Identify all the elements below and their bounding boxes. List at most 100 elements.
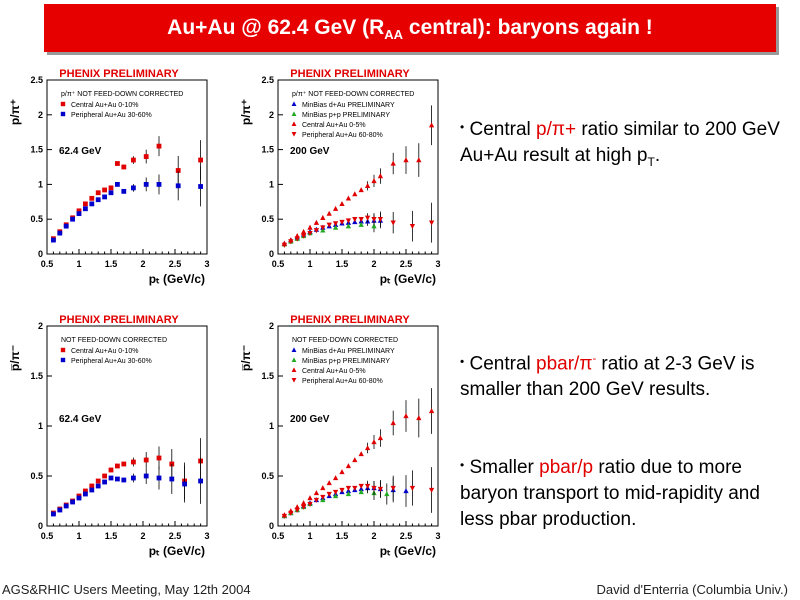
- data-point: [57, 507, 63, 513]
- data-point: [108, 467, 114, 473]
- data-point: [115, 161, 120, 166]
- data-point: [95, 190, 101, 196]
- bullet-2: • Central pbar/π- ratio at 2-3 GeV is sm…: [460, 346, 790, 403]
- data-point: [390, 420, 396, 426]
- data-point: [89, 201, 95, 207]
- data-point: [358, 217, 364, 223]
- data-point: [307, 224, 313, 230]
- data-point: [345, 485, 352, 491]
- bullet-dot: •: [460, 354, 465, 369]
- bullet-1-post: ratio similar to 200 GeV Au+Au result at…: [460, 119, 780, 166]
- data-point: [108, 475, 114, 481]
- data-point: [345, 463, 352, 469]
- y-tick-label: 2: [38, 321, 43, 331]
- feed-down-note: p/π⁺ NOT FEED-DOWN CORRECTED: [61, 91, 183, 98]
- legend-marker: [291, 347, 297, 352]
- data-point: [307, 230, 313, 236]
- legend-marker: [60, 357, 66, 363]
- data-point: [352, 485, 358, 491]
- data-point: [198, 478, 203, 484]
- data-point: [332, 475, 339, 481]
- plot-frame: [46, 79, 208, 255]
- data-point: [358, 483, 364, 489]
- legend-marker: [291, 378, 297, 383]
- data-point: [156, 182, 162, 187]
- y-tick-label: 2.5: [30, 75, 43, 85]
- plot-frame: [277, 325, 439, 527]
- data-point: [364, 215, 371, 221]
- plot-frame: [46, 325, 208, 527]
- data-point: [95, 483, 101, 489]
- x-axis-label: pₜ (GeV/c): [149, 272, 205, 286]
- legend-marker: [291, 367, 297, 372]
- x-tick-label: 3: [204, 531, 209, 541]
- data-point: [345, 218, 352, 224]
- x-tick-label: 2.5: [400, 531, 413, 541]
- data-point: [371, 178, 377, 184]
- data-point: [358, 187, 364, 193]
- bullet-1: • Central p/π+ ratio similar to 200 GeV …: [460, 114, 790, 175]
- data-point: [352, 191, 358, 197]
- legend-marker: [291, 121, 297, 126]
- data-point: [169, 461, 175, 467]
- data-point: [358, 489, 364, 495]
- x-tick-label: 1.5: [105, 259, 118, 269]
- data-point: [102, 479, 107, 485]
- y-tick-label: 1.5: [30, 145, 43, 155]
- data-point: [57, 230, 63, 236]
- bullet-1-pre: Central: [469, 119, 537, 140]
- data-point: [313, 497, 320, 503]
- x-axis-label: pₜ (GeV/c): [380, 544, 436, 558]
- data-point: [371, 223, 377, 229]
- slide-title: Au+Au @ 62.4 GeV (RAA central): baryons …: [44, 4, 776, 52]
- y-tick-label: 1.5: [261, 145, 274, 155]
- y-tick-label: 0.5: [30, 471, 43, 481]
- data-point: [198, 157, 203, 163]
- x-tick-label: 2: [140, 531, 145, 541]
- data-point: [326, 210, 332, 216]
- chart-header: PHENIX PRELIMINARY: [59, 314, 179, 326]
- data-point: [70, 216, 75, 222]
- x-tick-label: 1.5: [336, 531, 349, 541]
- data-point: [364, 182, 371, 188]
- data-point: [115, 182, 120, 187]
- y-tick-label: 1: [269, 179, 274, 189]
- data-point: [143, 473, 149, 479]
- y-axis-label: p/π⁺: [8, 99, 22, 125]
- data-point: [300, 228, 307, 234]
- data-point: [403, 488, 409, 494]
- bullet-1-highlight: p/π+: [536, 119, 577, 140]
- data-point: [332, 221, 339, 227]
- data-point: [313, 228, 320, 234]
- data-point: [416, 157, 422, 163]
- data-point: [332, 489, 339, 495]
- title-subscript: AA: [384, 27, 404, 43]
- x-tick-label: 2: [140, 259, 145, 269]
- data-point: [89, 483, 95, 489]
- legend-entry: MinBias p+p PRELIMINARY: [302, 112, 390, 119]
- bullet-1-tail: .: [654, 145, 661, 166]
- bullet-2-highlight: pbar/π: [536, 353, 593, 375]
- data-point: [121, 164, 127, 170]
- data-point: [102, 473, 107, 479]
- data-point: [281, 242, 288, 248]
- data-point: [182, 481, 187, 487]
- data-point: [115, 463, 120, 469]
- data-point: [281, 513, 288, 519]
- data-point: [345, 195, 352, 201]
- data-point: [89, 195, 95, 201]
- data-point: [76, 211, 82, 217]
- data-point: [352, 217, 358, 223]
- chart-header: PHENIX PRELIMINARY: [290, 68, 410, 80]
- x-tick-label: 1: [307, 259, 312, 269]
- data-point: [403, 413, 409, 419]
- data-point: [371, 217, 377, 223]
- data-point: [156, 455, 162, 461]
- y-tick-label: 1.5: [261, 371, 274, 381]
- legend-marker: [291, 111, 297, 116]
- y-tick-label: 0.5: [261, 214, 274, 224]
- y-tick-label: 1: [269, 421, 274, 431]
- data-point: [428, 408, 435, 414]
- bullet-2-pre: Central: [469, 353, 537, 375]
